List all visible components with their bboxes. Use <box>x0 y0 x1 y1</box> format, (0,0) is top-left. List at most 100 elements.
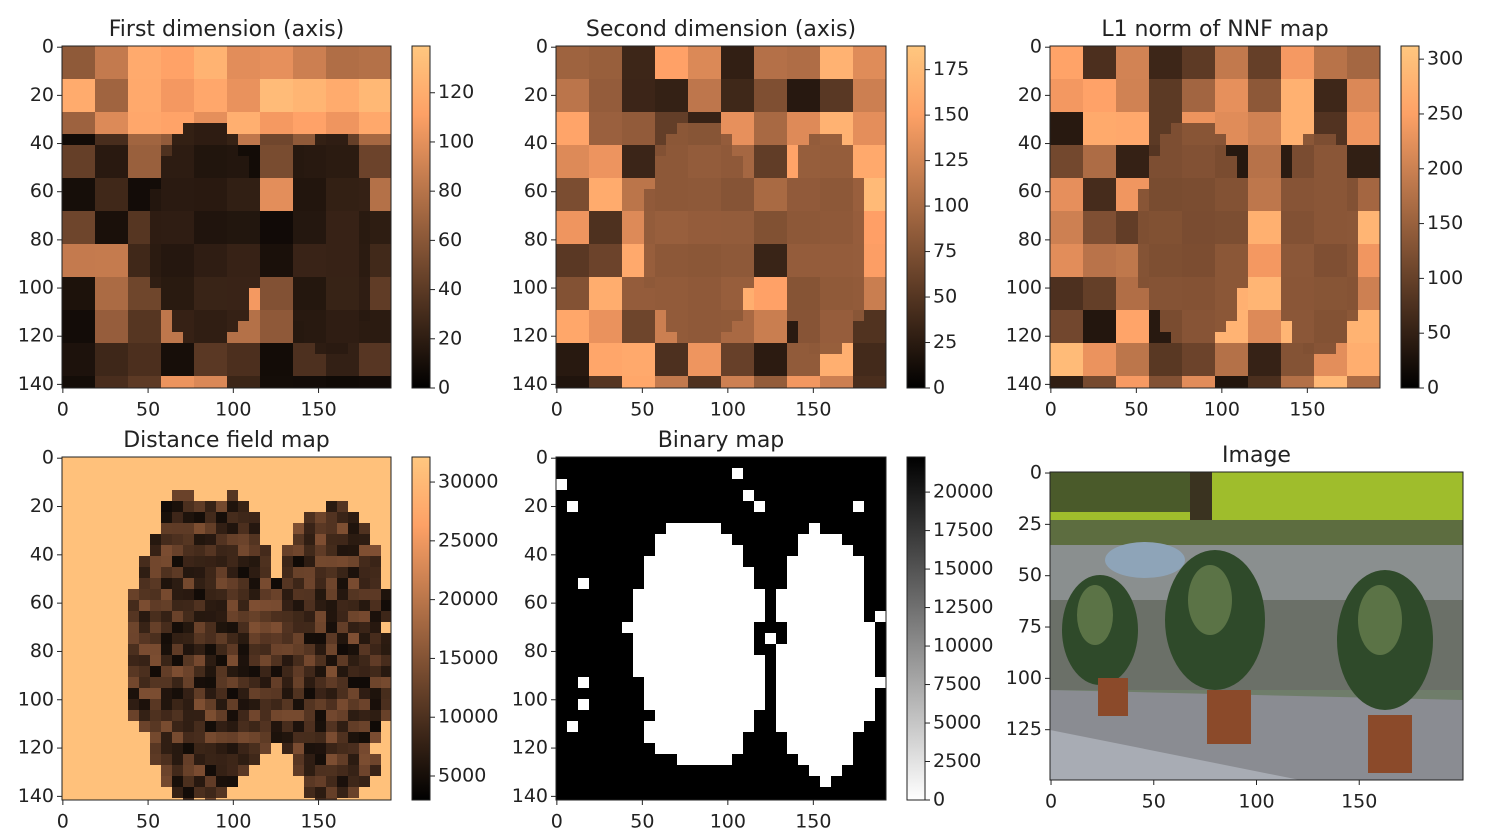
image-pixel <box>556 468 568 480</box>
image-pixel <box>359 633 371 645</box>
image-pixel <box>117 556 129 568</box>
image-pixel <box>260 556 272 568</box>
image-pixel <box>688 134 700 146</box>
image-pixel <box>194 556 206 568</box>
image-pixel <box>1237 156 1249 168</box>
image-pixel <box>260 710 272 722</box>
image-pixel <box>1325 310 1337 322</box>
image-pixel <box>260 545 272 557</box>
image-pixel <box>139 611 151 623</box>
image-pixel <box>370 710 382 722</box>
image-pixel <box>699 79 711 91</box>
image-pixel <box>128 666 140 678</box>
image-pixel <box>249 699 261 711</box>
image-pixel <box>875 512 887 524</box>
image-pixel <box>633 457 645 469</box>
image-pixel <box>271 211 283 223</box>
image-pixel <box>666 534 678 546</box>
image-pixel <box>62 266 74 278</box>
image-pixel <box>864 600 876 612</box>
image-pixel <box>732 490 744 502</box>
image-pixel <box>721 101 733 113</box>
image-pixel <box>1369 343 1381 355</box>
image-pixel <box>1303 222 1315 234</box>
image-pixel <box>1270 123 1282 135</box>
image-pixel <box>787 112 799 124</box>
image-pixel <box>271 376 283 388</box>
image-pixel <box>1204 266 1216 278</box>
image-pixel <box>732 545 744 557</box>
image-pixel <box>227 622 239 634</box>
image-pixel <box>1171 57 1183 69</box>
image-pixel <box>1281 343 1293 355</box>
image-pixel <box>809 523 821 535</box>
image-pixel <box>161 743 173 755</box>
image-pixel <box>161 266 173 278</box>
image-pixel <box>128 266 140 278</box>
image-pixel <box>249 68 261 80</box>
image-pixel <box>578 178 590 190</box>
image-pixel <box>809 622 821 634</box>
image-pixel <box>677 490 689 502</box>
image-pixel <box>644 277 656 289</box>
image-pixel <box>1061 112 1073 124</box>
image-pixel <box>842 255 854 267</box>
image-pixel <box>666 721 678 733</box>
image-pixel <box>216 255 228 267</box>
image-pixel <box>1193 189 1205 201</box>
image-pixel <box>139 776 151 788</box>
image-pixel <box>293 299 305 311</box>
image-pixel <box>633 501 645 513</box>
image-pixel <box>556 90 568 102</box>
image-pixel <box>249 490 261 502</box>
image-pixel <box>1237 266 1249 278</box>
image-pixel <box>359 490 371 502</box>
image-pixel <box>117 299 129 311</box>
image-pixel <box>326 765 338 777</box>
image-pixel <box>776 288 788 300</box>
image-pixel <box>359 622 371 634</box>
y-tick-label: 140 <box>18 785 54 807</box>
image-pixel <box>359 90 371 102</box>
image-pixel <box>589 68 601 80</box>
image-pixel <box>205 699 217 711</box>
image-pixel <box>183 732 195 744</box>
image-pixel <box>1226 90 1238 102</box>
image-pixel <box>1303 255 1315 267</box>
image-pixel <box>150 134 162 146</box>
image-pixel <box>809 354 821 366</box>
image-pixel <box>1215 211 1227 223</box>
image-pixel <box>293 655 305 667</box>
image-pixel <box>875 211 887 223</box>
image-pixel <box>337 743 349 755</box>
image-pixel <box>699 534 711 546</box>
image-pixel <box>381 556 392 568</box>
image-pixel <box>633 354 645 366</box>
image-pixel <box>1292 57 1304 69</box>
image-pixel <box>139 112 151 124</box>
image-pixel <box>172 310 184 322</box>
image-pixel <box>765 57 777 69</box>
image-pixel <box>765 266 777 278</box>
image-pixel <box>1259 299 1271 311</box>
image-pixel <box>633 222 645 234</box>
image-pixel <box>370 145 382 157</box>
image-pixel <box>370 288 382 300</box>
image-pixel <box>611 776 623 788</box>
image-pixel <box>1127 310 1139 322</box>
image-pixel <box>359 534 371 546</box>
image-pixel <box>600 523 612 535</box>
image-pixel <box>1314 134 1326 146</box>
image-pixel <box>271 556 283 568</box>
image-pixel <box>633 754 645 766</box>
image-pixel <box>1094 189 1106 201</box>
image-pixel <box>326 46 338 58</box>
image-pixel <box>776 567 788 579</box>
image-pixel <box>315 200 327 212</box>
image-pixel <box>1358 90 1370 102</box>
image-pixel <box>139 101 151 113</box>
image-pixel <box>348 57 360 69</box>
image-pixel <box>194 611 206 623</box>
image-pixel <box>809 68 821 80</box>
image-pixel <box>655 57 667 69</box>
